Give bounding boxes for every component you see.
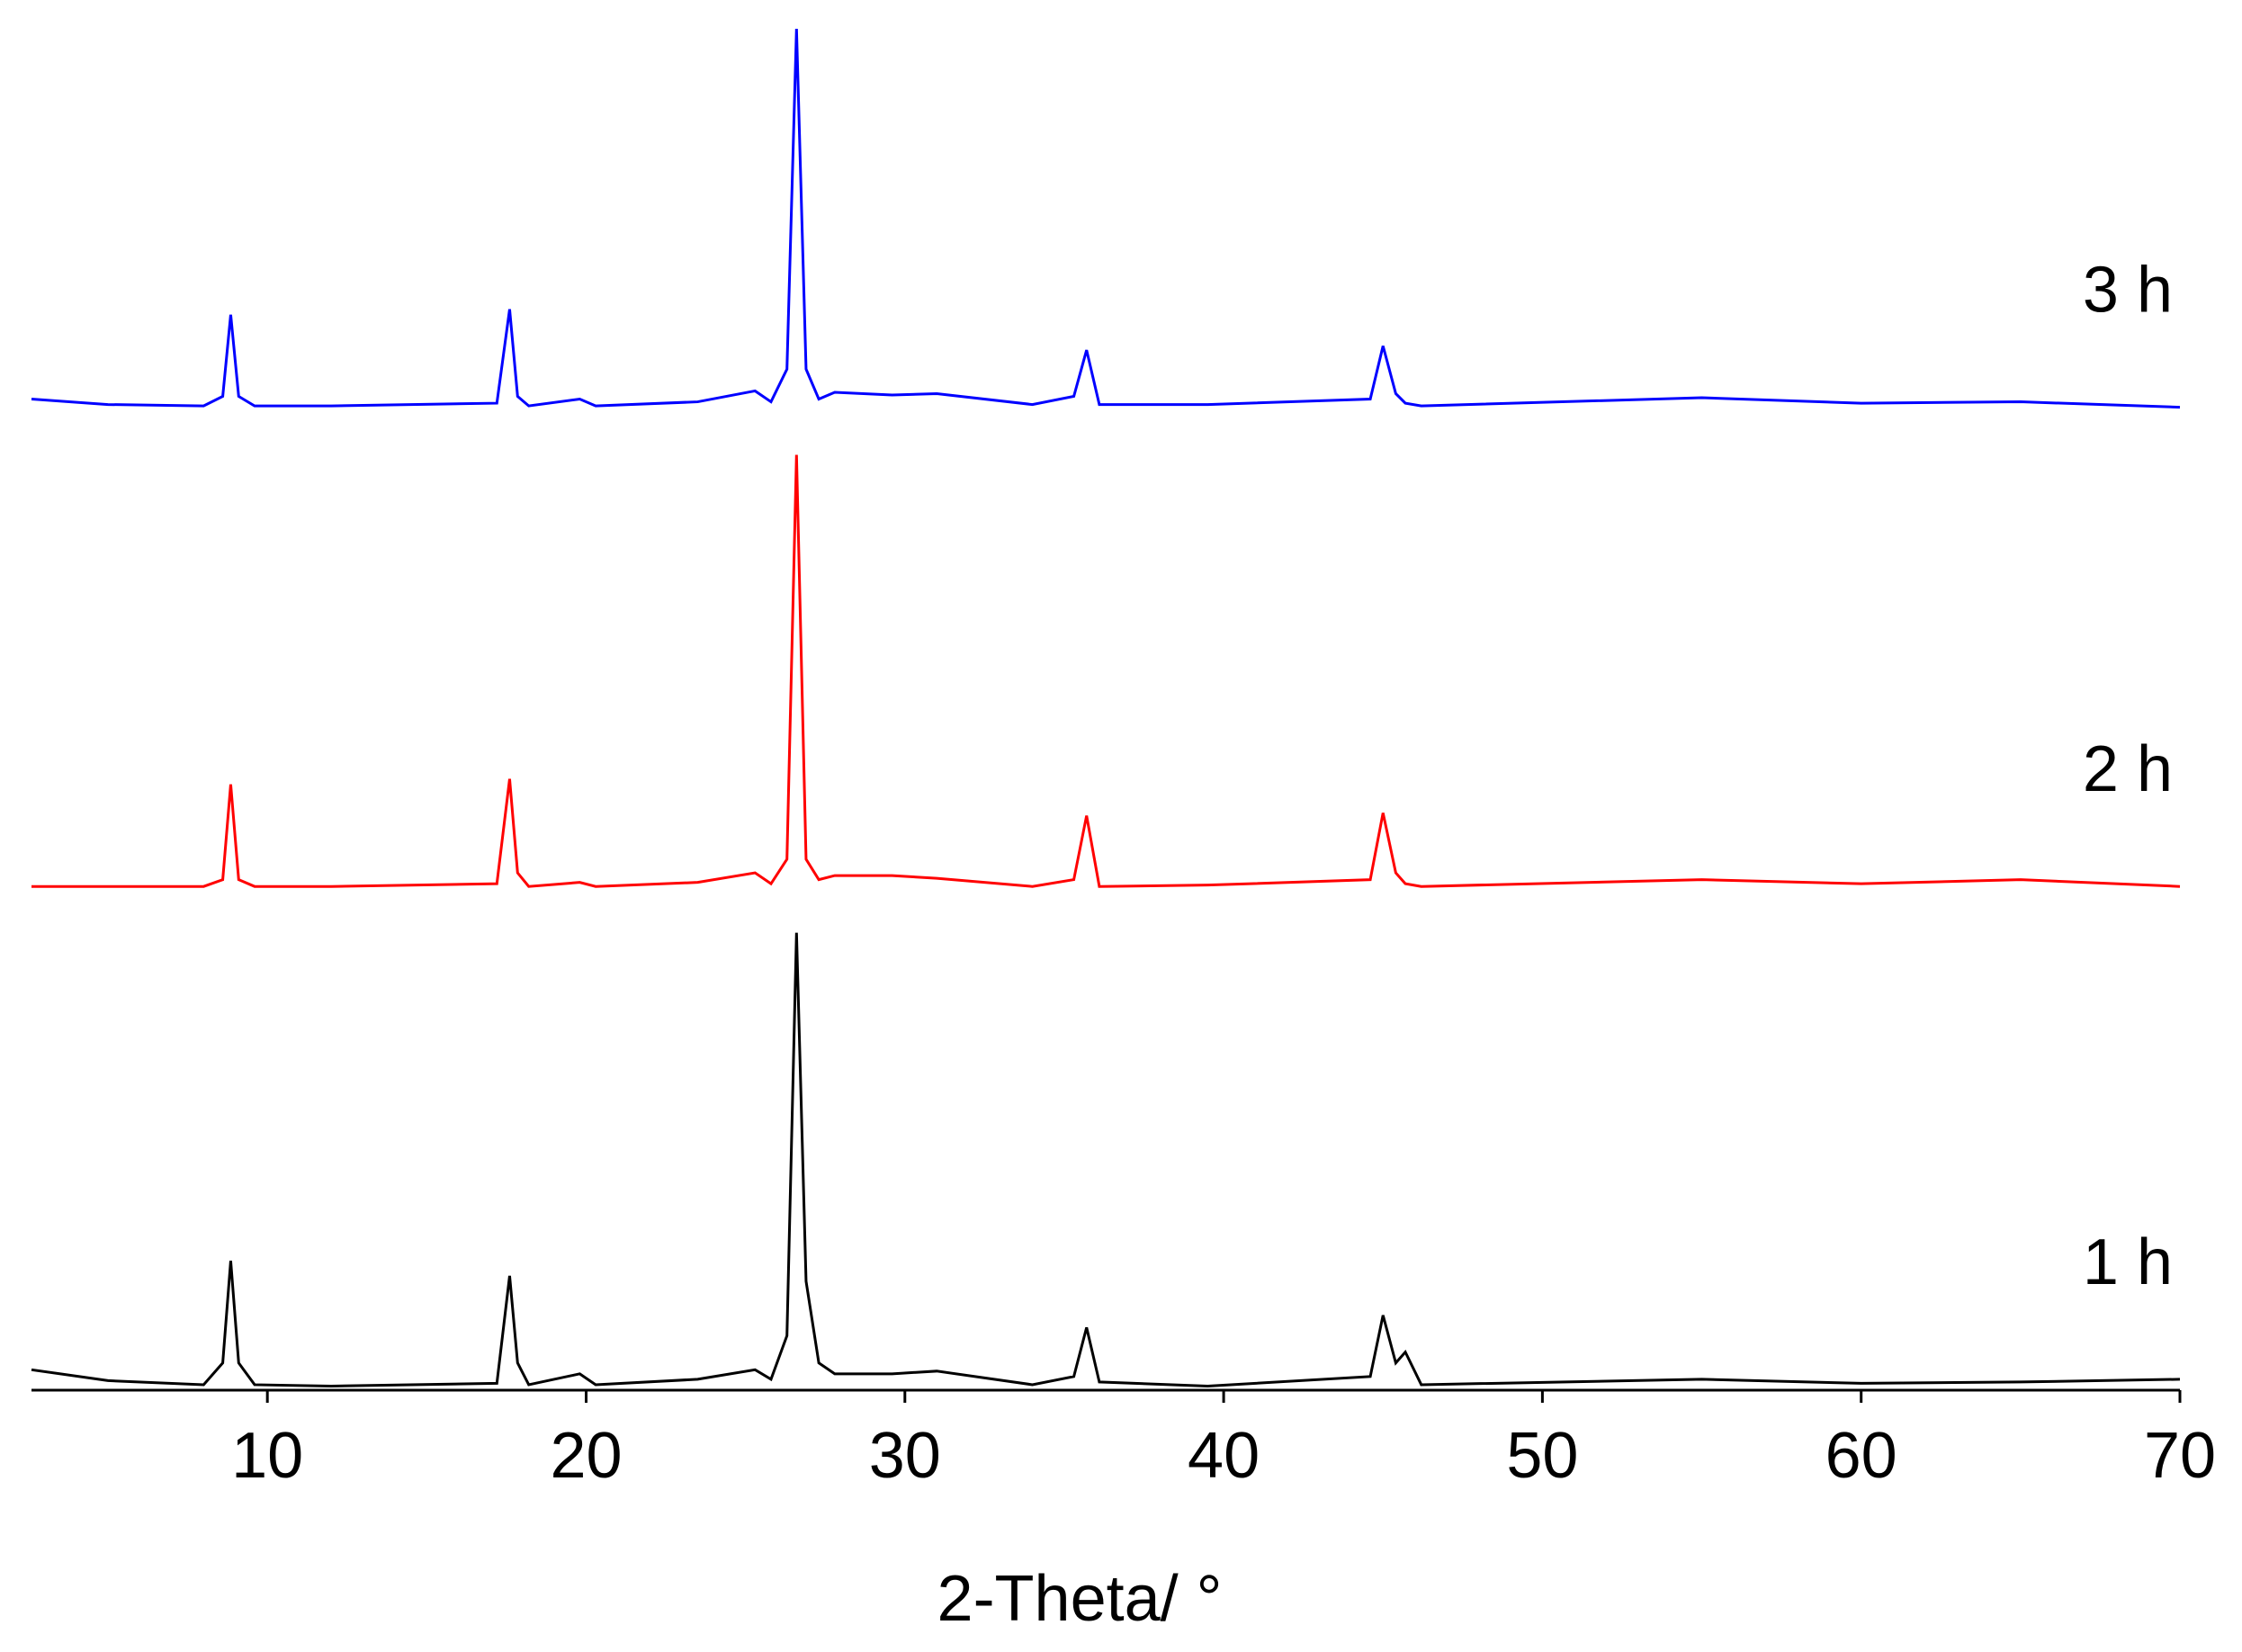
x-tick-label: 50 xyxy=(1506,1420,1578,1492)
x-tick-label: 40 xyxy=(1188,1420,1260,1492)
x-tick-label: 60 xyxy=(1825,1420,1897,1492)
x-axis-label: 2-Theta/ ° xyxy=(937,1563,1223,1635)
x-tick-label: 20 xyxy=(550,1420,622,1492)
series-line xyxy=(31,932,2181,1387)
series-line xyxy=(31,28,2181,409)
series-label: 2 h xyxy=(2083,733,2173,805)
x-tick-label: 10 xyxy=(231,1420,303,1492)
x-tick-label: 70 xyxy=(2144,1420,2216,1492)
series-label: 1 h xyxy=(2083,1226,2173,1298)
series-label: 3 h xyxy=(2083,255,2173,327)
x-tick-label: 30 xyxy=(869,1420,941,1492)
series-line xyxy=(31,454,2181,888)
